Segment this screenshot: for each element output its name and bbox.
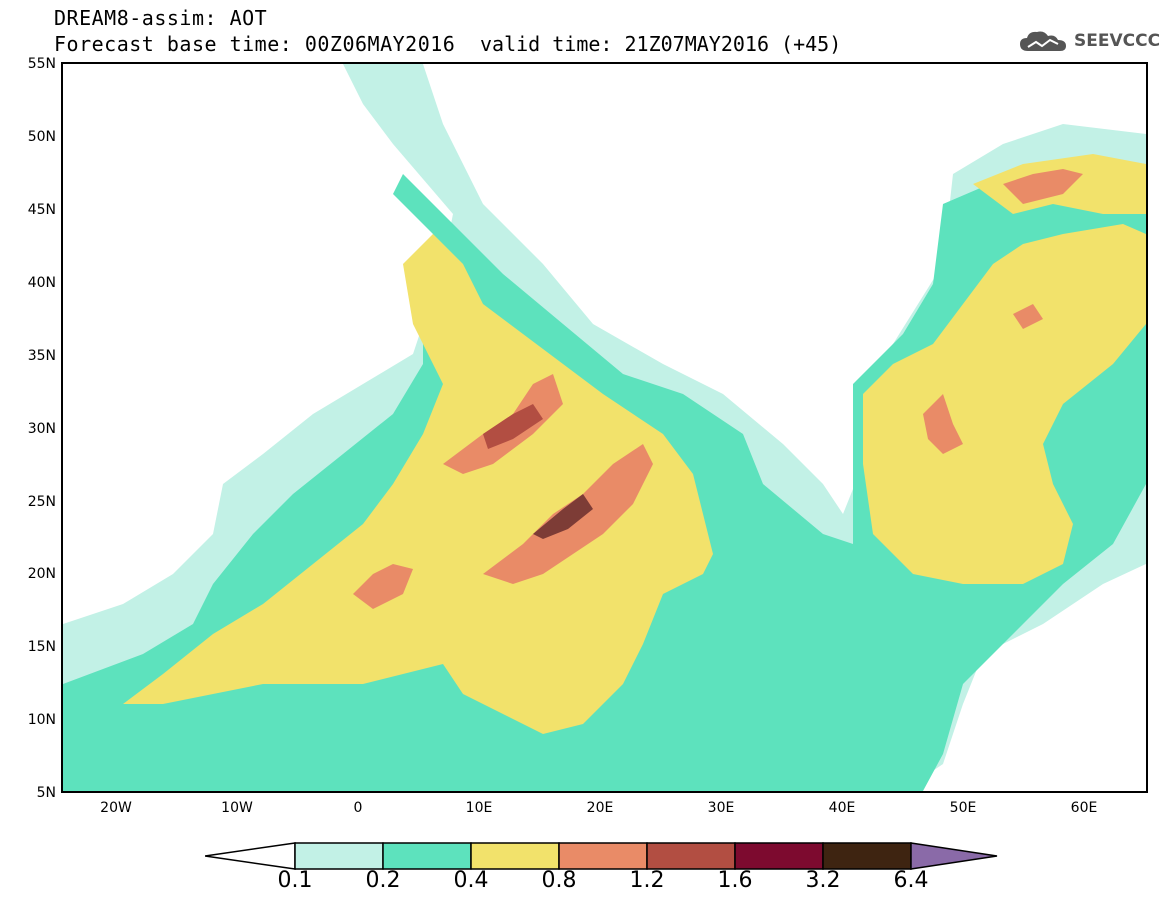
lon-label-40e: 40E [828,800,856,816]
aot-contour-0-4 [123,154,1146,734]
colorbar-label-6-4: 6.4 [893,868,929,893]
cloud-icon [1020,31,1066,51]
colorbar-segment-above [910,842,998,870]
lat-label-40n: 40N [27,275,56,291]
lon-label-60e: 60E [1070,800,1098,816]
lat-label-30n: 30N [27,421,56,437]
colorbar-segment-6 [734,842,824,870]
colorbar-segment-2 [382,842,472,870]
lon-label-10e: 10E [465,800,493,816]
lon-label-30e: 30E [707,800,735,816]
lat-label-20n: 20N [27,566,56,582]
colorbar-segment-3 [470,842,560,870]
lon-label-0: 0 [353,800,363,816]
lat-label-10n: 10N [27,712,56,728]
lat-label-45n: 45N [27,202,56,218]
colorbar-segment-7 [822,842,912,870]
colorbar-label-1-6: 1.6 [717,868,753,893]
logo-text: SEEVCCC [1074,31,1161,51]
seevccc-logo: SEEVCCC [1018,28,1160,54]
lat-label-50n: 50N [27,129,56,145]
forecast-base-time: Forecast base time: 00Z06MAY2016 [54,32,456,56]
colorbar-label-0-2: 0.2 [365,868,401,893]
lat-label-25n: 25N [27,494,56,510]
lat-label-5n: 5N [36,785,56,801]
map-title: DREAM8-assim: AOT [54,6,268,30]
colorbar-label-0-8: 0.8 [541,868,577,893]
colorbar-label-0-4: 0.4 [453,868,489,893]
lat-label-35n: 35N [27,348,56,364]
colorbar-segment-5 [646,842,736,870]
colorbar [205,842,998,870]
map-svg [63,64,1146,791]
lon-label-20w: 20W [100,800,132,816]
colorbar-label-0-1: 0.1 [277,868,313,893]
lon-label-10w: 10W [221,800,253,816]
colorbar-label-1-2: 1.2 [629,868,665,893]
aot-contour-1-2 [483,404,593,539]
colorbar-segment-1 [294,842,384,870]
aot-map [61,62,1148,793]
valid-time: valid time: 21Z07MAY2016 (+45) [480,32,842,56]
colorbar-label-3-2: 3.2 [805,868,841,893]
lat-label-15n: 15N [27,639,56,655]
lon-label-50e: 50E [949,800,977,816]
colorbar-segment-4 [558,842,648,870]
colorbar-segment-below [205,842,296,870]
lat-label-55n: 55N [27,56,56,72]
lon-label-20e: 20E [586,800,614,816]
